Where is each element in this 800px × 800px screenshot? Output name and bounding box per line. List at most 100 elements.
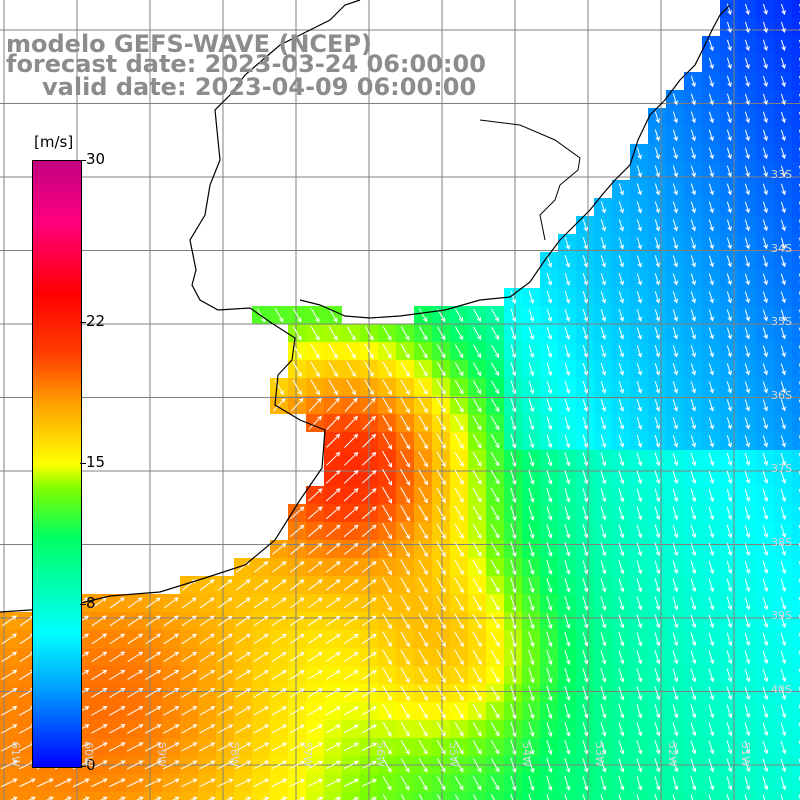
wind-arrow [618, 722, 624, 736]
wind-speed-cell [792, 216, 800, 234]
wind-arrow [744, 650, 750, 664]
wind-arrow [145, 706, 161, 716]
wind-speed-cell [396, 792, 414, 800]
wind-arrow [199, 615, 215, 627]
wind-arrow-head [476, 317, 482, 322]
wind-arrow [708, 201, 714, 213]
wind-arrow [726, 452, 732, 466]
wind-arrow-head [299, 615, 305, 621]
wind-arrow [636, 614, 642, 628]
wind-arrow-head [709, 569, 715, 575]
wind-arrow [636, 542, 642, 556]
wind-arrow-head [246, 706, 252, 711]
wind-arrow-head [601, 280, 607, 286]
wind-arrow [436, 758, 446, 772]
wind-arrow-head [709, 515, 715, 521]
wind-arrow-head [565, 497, 571, 503]
wind-arrow-head [371, 451, 377, 457]
wind-arrow-head [137, 597, 143, 602]
wind-arrow-head [583, 785, 589, 791]
wind-arrow [343, 688, 359, 698]
wind-arrow [473, 326, 481, 340]
wind-arrow-head [441, 588, 446, 594]
wind-arrow [618, 524, 624, 538]
wind-arrow-head [405, 353, 410, 359]
wind-arrow-head [709, 190, 714, 196]
wind-arrow [510, 416, 516, 430]
wind-arrow-head [637, 370, 643, 376]
wind-arrow [546, 470, 552, 484]
wind-arrow [708, 524, 714, 538]
wind-arrow [528, 739, 534, 755]
wind-arrow-head [745, 749, 751, 755]
wind-arrow [217, 706, 233, 716]
wind-arrow-head [156, 687, 162, 693]
wind-arrow-head [119, 597, 125, 602]
wind-arrow [361, 597, 377, 609]
wind-arrow [672, 650, 678, 664]
wind-arrow [274, 308, 284, 322]
wind-arrow [382, 486, 392, 504]
wind-arrow-head [637, 659, 643, 665]
wind-arrow [546, 398, 552, 412]
wind-speed-cell [792, 144, 800, 162]
wind-arrow-head [763, 460, 769, 466]
wind-arrow [490, 758, 500, 772]
wind-arrow-head [423, 660, 428, 666]
wind-speed-cell [792, 630, 800, 648]
forecast-date: forecast date: 2023-03-24 06:00:00 [6, 50, 486, 78]
wind-arrow [253, 760, 269, 770]
wind-arrow-head [512, 696, 517, 702]
wind-arrow-head [619, 677, 625, 683]
wind-arrow-head [637, 731, 643, 737]
wind-arrow [744, 470, 750, 484]
wind-arrow [600, 488, 606, 502]
wind-arrow-head [673, 118, 678, 124]
wind-arrow [400, 487, 410, 503]
wind-arrow [472, 722, 482, 736]
wind-arrow [310, 379, 320, 395]
wind-arrow-head [709, 442, 715, 448]
wind-arrow [472, 344, 482, 358]
wind-arrow-head [727, 533, 733, 539]
wind-arrow [1, 669, 17, 681]
wind-arrow [618, 560, 624, 574]
wind-arrow-head [673, 677, 679, 683]
wind-arrow [109, 688, 125, 698]
wind-arrow [271, 561, 287, 573]
wind-arrow [109, 633, 125, 645]
wind-arrow-head [619, 424, 625, 430]
wind-arrow-head [318, 742, 323, 747]
wind-arrow-head [745, 280, 750, 286]
wind-arrow-head [745, 497, 751, 503]
wind-arrow-head [691, 785, 697, 791]
wind-arrow-head [781, 767, 787, 773]
wind-arrow [672, 632, 678, 646]
wind-arrow-head [619, 659, 625, 665]
wind-arrow-head [691, 172, 696, 178]
wind-arrow-head [387, 678, 392, 683]
wind-arrow [382, 523, 392, 539]
wind-arrow-head [583, 497, 589, 503]
wind-arrow [726, 57, 732, 69]
wind-arrow [690, 309, 696, 321]
wind-arrow-head [709, 641, 715, 647]
wind-arrow [618, 650, 624, 664]
wind-arrow [364, 361, 374, 377]
wind-arrow-head [547, 371, 553, 377]
wind-speed-cell [792, 666, 800, 684]
wind-arrow-head [387, 606, 392, 612]
wind-arrow [418, 397, 428, 413]
wind-arrow [253, 597, 269, 609]
wind-arrow-head [763, 298, 768, 304]
wind-arrow-head [333, 372, 338, 378]
wind-arrow [472, 416, 482, 430]
wind-arrow [91, 688, 107, 698]
wind-arrow [780, 309, 786, 321]
wind-arrow [289, 543, 305, 555]
wind-arrow-head [583, 316, 589, 322]
wind-arrow [325, 488, 341, 502]
wind-arrow-head [228, 688, 234, 693]
wind-arrow-head [547, 443, 553, 449]
wind-arrow-head [441, 516, 446, 522]
